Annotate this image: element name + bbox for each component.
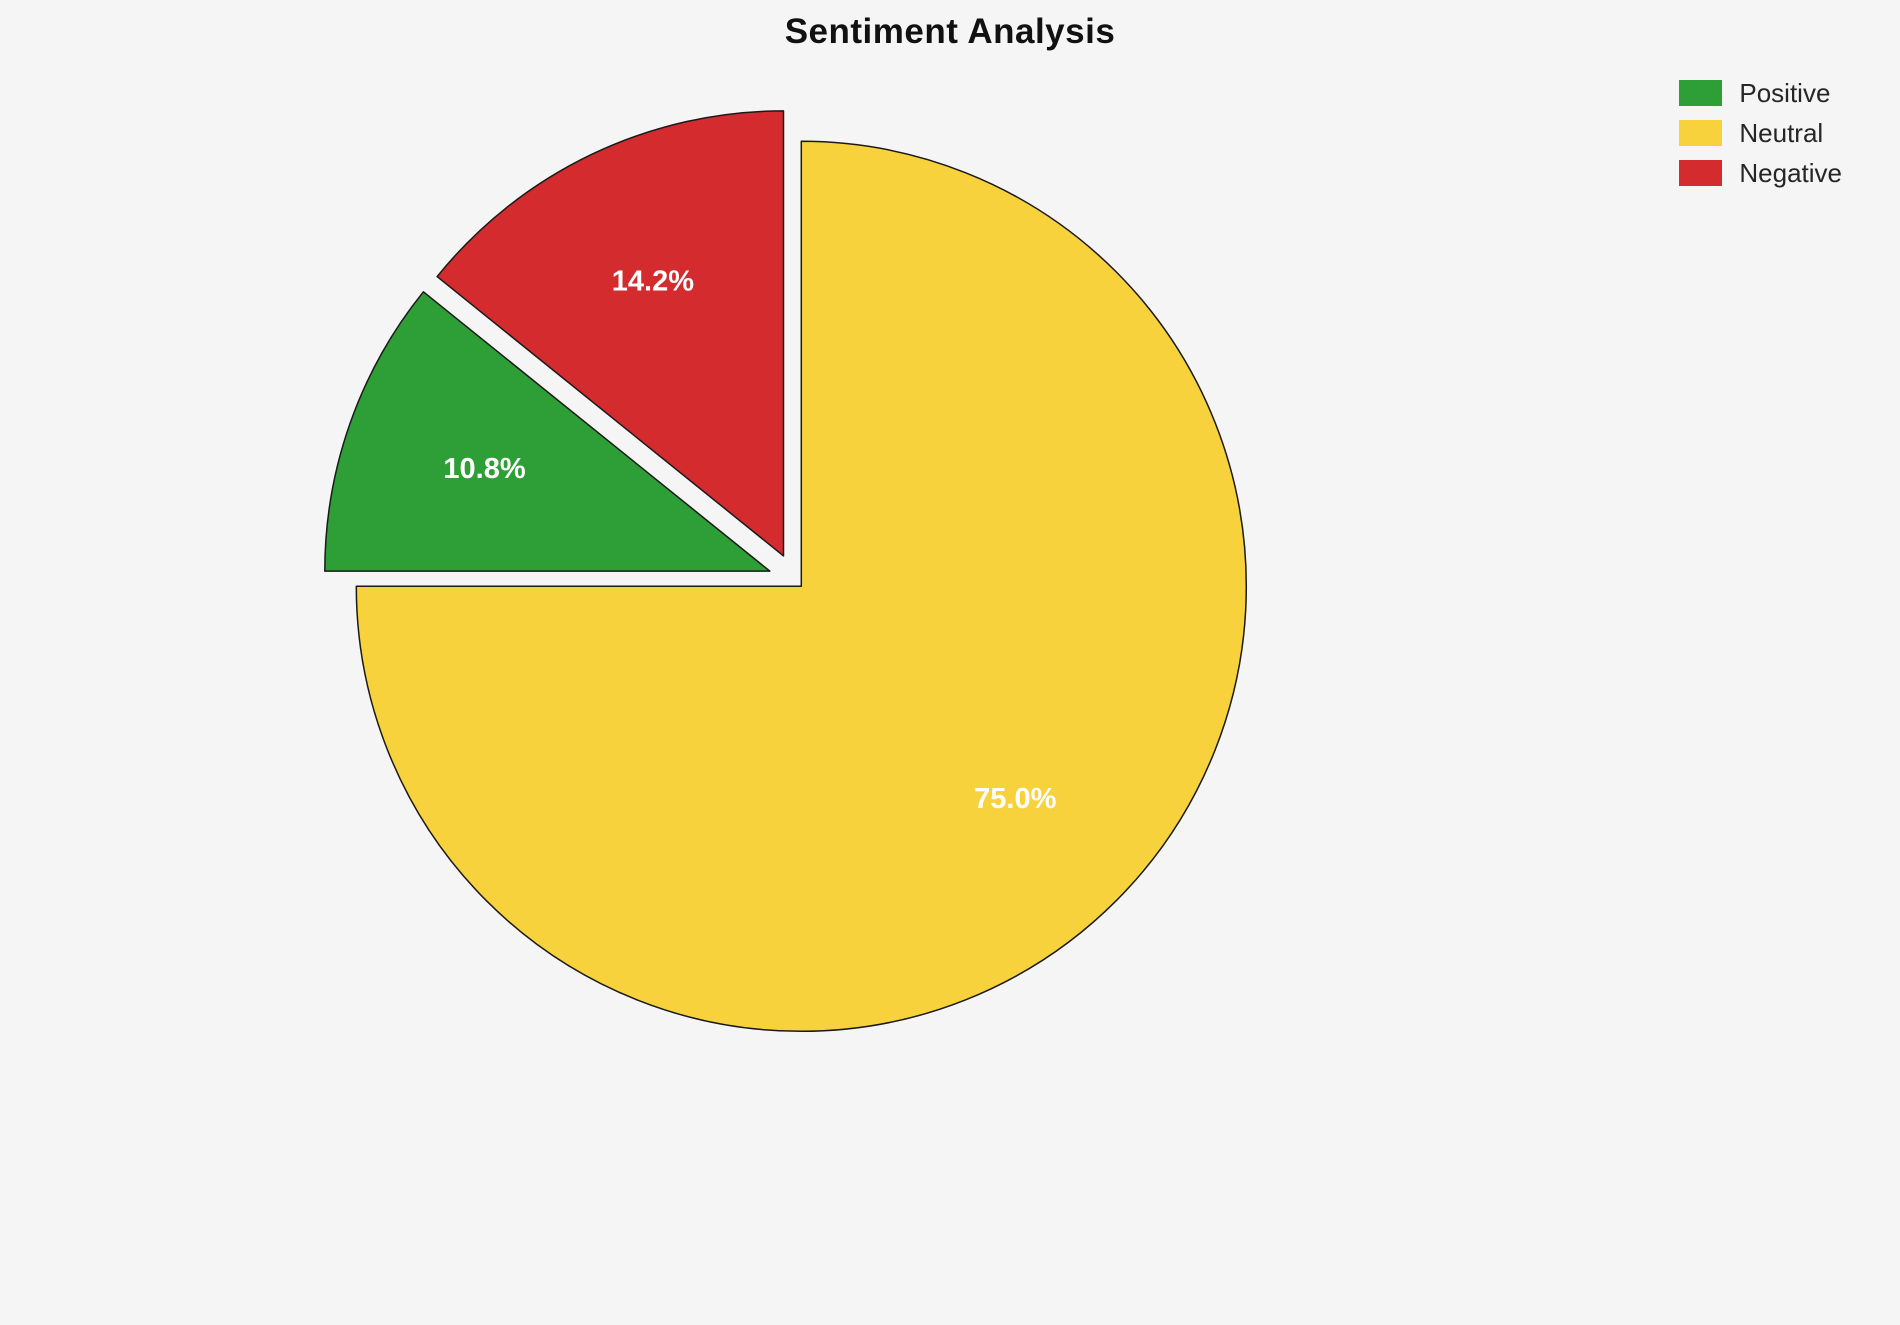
pie-label-neutral: 75.0% [974, 783, 1056, 815]
legend-label-neutral: Neutral [1739, 118, 1824, 148]
legend-item-neutral: Neutral [1679, 120, 1842, 146]
legend-swatch-positive [1679, 80, 1723, 106]
legend-label-negative: Negative [1739, 158, 1842, 188]
pie-slice-neutral [355, 140, 1248, 1033]
legend-swatch-negative [1679, 160, 1723, 186]
legend-label-positive: Positive [1739, 78, 1831, 108]
pie-label-negative: 14.2% [612, 266, 694, 298]
legend: Positive Neutral Negative [1679, 80, 1842, 186]
pie-slice-positive [324, 291, 771, 572]
pie-label-positive: 10.8% [443, 453, 525, 485]
legend-item-negative: Negative [1679, 160, 1842, 186]
legend-swatch-neutral [1679, 120, 1723, 146]
pie-slice-negative [436, 110, 785, 557]
chart-title: Sentiment Analysis [784, 12, 1116, 51]
legend-item-positive: Positive [1679, 80, 1842, 106]
